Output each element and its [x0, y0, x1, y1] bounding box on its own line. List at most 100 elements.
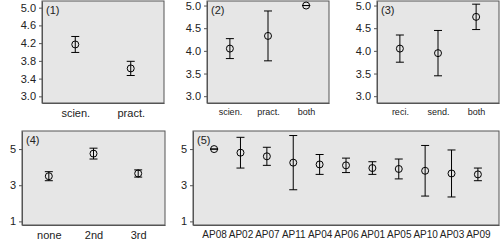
x-tick-label: AP10	[413, 229, 438, 240]
marks	[226, 2, 310, 61]
y-axis: 3.03.54.04.55.0	[356, 0, 378, 104]
y-tick: 1	[10, 215, 22, 227]
y-tick-mark	[19, 221, 22, 222]
y-tick: 4.2	[21, 37, 42, 49]
axis-line	[42, 2, 43, 104]
y-tick-label: 4.6	[21, 19, 36, 31]
error-bar	[342, 158, 350, 172]
y-tick-label: 3.4	[21, 73, 36, 85]
y-axis: 3.03.43.84.24.65.0	[21, 2, 43, 104]
y-tick-label: 5.0	[356, 0, 371, 12]
mean-point	[396, 45, 403, 52]
error-bar-stem	[293, 136, 294, 190]
mean-point	[237, 149, 244, 156]
error-bar-cap	[421, 196, 429, 197]
x-tick: AP09	[466, 225, 491, 240]
error-bar-cap	[448, 149, 456, 150]
error-bar-stem	[398, 159, 399, 179]
error-bar-stem	[477, 168, 478, 181]
y-tick: 4.0	[356, 45, 377, 57]
marks	[396, 4, 480, 76]
error-bar-cap	[474, 180, 482, 181]
panel: 3.03.54.04.55.0scien.pract.both(2)	[186, 0, 330, 117]
error-bar	[448, 150, 456, 197]
error-bar-stem	[346, 158, 347, 172]
error-bar-cap	[396, 35, 404, 36]
error-bar-cap	[236, 137, 244, 138]
y-tick: 3.5	[186, 68, 207, 80]
error-bar-cap	[127, 61, 135, 62]
mean-point	[303, 2, 310, 9]
y-tick-mark	[39, 96, 42, 97]
y-tick: 4.0	[186, 45, 207, 57]
x-tick: reci.	[392, 103, 409, 117]
y-tick: 3.5	[356, 68, 377, 80]
x-tick-label: scien.	[61, 107, 90, 119]
x-tick-label: AP05	[387, 229, 412, 240]
y-tick-label: 1	[10, 215, 16, 227]
y-tick-label: 4.2	[21, 37, 36, 49]
x-tick: both	[468, 103, 486, 117]
error-bar-stem	[451, 150, 452, 197]
mean-point	[211, 146, 218, 153]
y-tick: 3.0	[186, 90, 207, 102]
error-bar	[368, 162, 376, 175]
x-axis: scien. pract.	[43, 103, 165, 119]
y-tick-label: 5	[10, 143, 16, 155]
x-tick-label: 3rd	[131, 229, 147, 241]
error-bar-cap	[45, 180, 53, 181]
y-tick-mark	[374, 74, 377, 75]
plot-area	[377, 1, 499, 103]
x-tick-label: both	[298, 107, 316, 117]
x-tick-label: AP01	[361, 229, 386, 240]
error-bar-cap	[236, 168, 244, 169]
x-axis: scien.pract.both	[208, 103, 330, 117]
y-tick-label: 4.0	[356, 45, 371, 57]
error-bar-cap	[264, 10, 272, 11]
y-tick-label: 5.0	[186, 0, 201, 12]
error-bar-stem	[476, 4, 477, 29]
error-bar	[264, 11, 272, 61]
error-bar-cap	[316, 174, 324, 175]
error-bar-cap	[127, 75, 135, 76]
y-tick-label: 3	[181, 179, 187, 191]
y-tick-mark	[190, 185, 193, 186]
panel: 135none2nd3rd(4)	[10, 131, 166, 241]
x-tick: AP01	[361, 225, 386, 240]
error-bar-stem	[266, 147, 267, 165]
mean-point	[316, 161, 323, 168]
panel-title: (5)	[197, 134, 210, 146]
y-tick-mark	[19, 149, 22, 150]
panel-title: (4)	[26, 134, 39, 146]
y-tick-mark	[39, 25, 42, 26]
y-tick-label: 3.5	[356, 68, 371, 80]
error-bar-stem	[438, 30, 439, 75]
y-tick: 5	[181, 143, 193, 155]
error-bar-stem	[75, 36, 76, 52]
y-tick-label: 5	[181, 143, 187, 155]
mean-point	[448, 170, 455, 177]
y-tick-label: 1	[181, 215, 187, 227]
x-tick: pract.	[117, 103, 145, 119]
x-tick-label: scien.	[219, 107, 243, 117]
y-tick-mark	[374, 96, 377, 97]
x-tick: 3rd	[131, 225, 147, 241]
panel: 3.03.43.84.24.65.0scien.pract.(1)	[21, 1, 165, 119]
y-tick-label: 3.5	[186, 68, 201, 80]
x-tick: AP04	[308, 225, 333, 240]
x-tick-label: AP08	[202, 229, 227, 240]
y-tick-mark	[374, 6, 377, 7]
y-tick: 5.0	[186, 0, 207, 12]
mean-point	[72, 41, 79, 48]
mean-point	[290, 159, 297, 166]
y-tick-mark	[374, 51, 377, 52]
y-tick-label: 4.5	[186, 22, 201, 34]
error-bar	[263, 147, 271, 165]
marks	[210, 136, 482, 197]
error-bar-cap	[342, 172, 350, 173]
y-tick: 3	[181, 179, 193, 191]
y-tick-mark	[204, 96, 207, 97]
y-tick: 3.0	[21, 90, 42, 102]
error-bar-stem	[229, 39, 230, 59]
axis-line	[377, 2, 378, 104]
